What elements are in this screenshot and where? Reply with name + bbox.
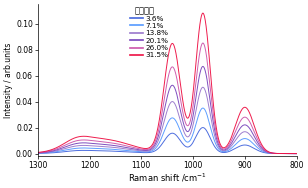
Text: 确酸濃度: 确酸濃度 — [135, 6, 155, 15]
Legend: 3.6%, 7.1%, 13.8%, 20.1%, 26.0%, 31.5%: 3.6%, 7.1%, 13.8%, 20.1%, 26.0%, 31.5% — [130, 16, 168, 58]
Y-axis label: Intensity / arb.units: Intensity / arb.units — [4, 42, 13, 118]
X-axis label: Raman shift /cm$^{-1}$: Raman shift /cm$^{-1}$ — [128, 171, 207, 184]
